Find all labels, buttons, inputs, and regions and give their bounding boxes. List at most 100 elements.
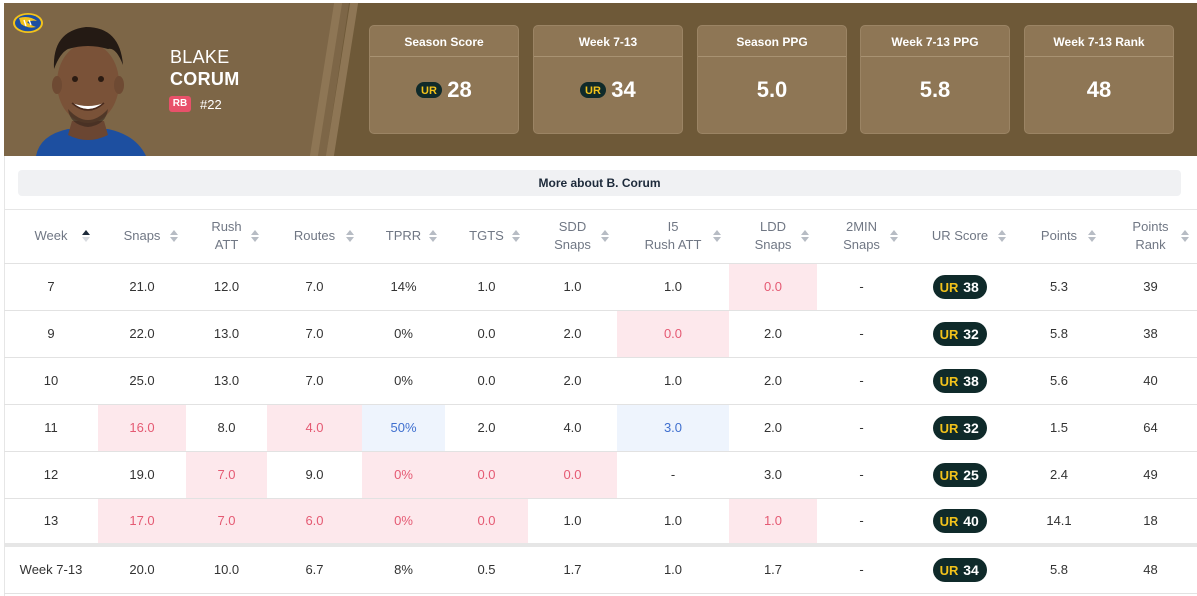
more-about-player-button[interactable]: More about B. Corum xyxy=(18,170,1181,196)
sort-icon[interactable] xyxy=(801,230,809,243)
column-header-points-rank[interactable]: Points Rank xyxy=(1104,210,1197,264)
column-header-routes[interactable]: Routes xyxy=(267,210,362,264)
table-row[interactable]: 10 25.0 13.0 7.0 0% 0.0 2.0 1.0 2.0- UR 38 5.6 40 xyxy=(4,357,1197,405)
column-header-line2: Rush ATT xyxy=(644,237,702,253)
position-badge: RB xyxy=(169,96,191,112)
stat-card-divider xyxy=(370,56,518,57)
table-cell: 10.0 xyxy=(186,543,267,594)
ur-score-badge: UR 38 xyxy=(933,274,987,299)
ur-score-cell: UR 32 xyxy=(906,404,1014,452)
column-header-ur-score[interactable]: UR Score xyxy=(906,210,1014,264)
table-cell: 1.7 xyxy=(528,543,617,594)
ur-score-value: 34 xyxy=(963,561,979,578)
stat-card-value: 48 xyxy=(1086,77,1112,102)
table-cell: 4.0 xyxy=(528,404,617,452)
column-header-sdd-snaps[interactable]: SDD Snaps xyxy=(528,210,617,264)
column-header-i5-rush-att[interactable]: I5 Rush ATT xyxy=(617,210,729,264)
table-cell: - xyxy=(817,451,906,499)
table-cell: 0% xyxy=(362,357,445,405)
column-header-points[interactable]: Points xyxy=(1014,210,1104,264)
column-header-line1: UR Score xyxy=(931,228,989,244)
column-header-label: Points Rank xyxy=(1132,218,1168,254)
table-cell: 14.1 xyxy=(1014,498,1104,546)
table-cell: 2.0 xyxy=(445,404,528,452)
ur-score-value: 38 xyxy=(963,278,979,295)
column-header-snaps[interactable]: Snaps xyxy=(98,210,186,264)
column-header-tgts[interactable]: TGTS xyxy=(445,210,528,264)
column-header-label: TGTS xyxy=(469,227,504,245)
table-cell: 49 xyxy=(1104,451,1197,499)
svg-text:UR: UR xyxy=(940,280,959,294)
column-header-line1: TPRR xyxy=(385,228,422,244)
stat-card-label: Week 7-13 Rank xyxy=(1053,35,1145,49)
svg-text:UR: UR xyxy=(940,514,959,528)
table-row[interactable]: 9 22.0 13.0 7.0 0% 0.0 2.0 0.0 2.0- UR 32 5.8 38 xyxy=(4,310,1197,358)
ur-score-value: 32 xyxy=(963,325,979,342)
sort-icon[interactable] xyxy=(346,230,354,243)
column-header-ldd-snaps[interactable]: LDD Snaps xyxy=(729,210,817,264)
column-header-label: TPRR xyxy=(386,227,421,245)
table-cell: 1.5 xyxy=(1014,404,1104,452)
column-header-line1: Rush xyxy=(211,219,242,235)
column-header-line2: Snaps xyxy=(554,237,591,253)
sort-icon[interactable] xyxy=(170,230,178,243)
ur-score-cell: UR 25 xyxy=(906,451,1014,499)
column-header-label: UR Score xyxy=(932,227,988,245)
table-cell: 14% xyxy=(362,263,445,311)
sort-icon[interactable] xyxy=(512,230,520,243)
ur-score-cell: UR 40 xyxy=(906,498,1014,546)
table-cell: 6.0 xyxy=(267,498,362,546)
sort-icon[interactable] xyxy=(713,230,721,243)
column-header-rush-att[interactable]: Rush ATT xyxy=(186,210,267,264)
sort-icon[interactable] xyxy=(890,230,898,243)
table-cell: 1.0 xyxy=(617,543,729,594)
table-cell: 5.3 xyxy=(1014,263,1104,311)
table-cell: 1.0 xyxy=(729,498,817,546)
stat-card-season-ppg: Season PPG 5.0 xyxy=(697,25,847,134)
stat-card-label: Season Score xyxy=(404,35,484,49)
table-cell: 8.0 xyxy=(186,404,267,452)
sort-icon[interactable] xyxy=(998,230,1006,243)
svg-text:UR: UR xyxy=(940,563,959,577)
table-row[interactable]: 12 19.0 7.0 9.0 0% 0.0 0.0-3.0- UR 25 2.4 49 xyxy=(4,451,1197,499)
column-header-line1: SDD xyxy=(558,219,587,235)
table-cell: 7 xyxy=(4,263,98,311)
table-cell: 5.6 xyxy=(1014,357,1104,405)
stat-card-week-range: Week 7-13 UR 34 xyxy=(533,25,683,134)
table-cell: 0.0 xyxy=(528,451,617,499)
column-header-line2: Snaps xyxy=(843,237,880,253)
column-header-2min-snaps[interactable]: 2MIN Snaps xyxy=(817,210,906,264)
table-cell: Week 7-13 xyxy=(4,543,98,594)
sort-icon[interactable] xyxy=(601,230,609,243)
table-cell: 5.8 xyxy=(1014,543,1104,594)
ur-score-value: 32 xyxy=(963,419,979,436)
svg-text:UR: UR xyxy=(940,468,959,482)
table-cell: 7.0 xyxy=(267,263,362,311)
table-cell: 1.0 xyxy=(617,263,729,311)
sort-icon[interactable] xyxy=(251,230,259,243)
table-cell: 20.0 xyxy=(98,543,186,594)
ur-score-badge: UR 32 xyxy=(933,321,987,346)
sort-icon[interactable] xyxy=(1181,230,1189,243)
table-cell: 13.0 xyxy=(186,310,267,358)
table-cell: 1.0 xyxy=(617,357,729,405)
column-header-line2: ATT xyxy=(214,237,239,253)
column-header-line1: LDD xyxy=(759,219,786,235)
column-header-week[interactable]: Week xyxy=(4,210,98,264)
table-cell: 13.0 xyxy=(186,357,267,405)
column-header-tprr[interactable]: TPRR xyxy=(362,210,445,264)
table-cell: 12 xyxy=(4,451,98,499)
table-cell: 0.0 xyxy=(445,451,528,499)
player-last-name: CORUM xyxy=(170,69,240,89)
sort-icon[interactable] xyxy=(429,230,437,243)
table-row[interactable]: 13 17.0 7.0 6.0 0% 0.0 1.0 1.0 1.0- UR 40 14.1 18 xyxy=(4,498,1197,546)
column-header-line2: Rank xyxy=(1135,237,1166,253)
sort-icon[interactable] xyxy=(82,230,90,243)
ur-score-badge: UR 34 xyxy=(933,557,987,582)
table-cell: 0.0 xyxy=(445,357,528,405)
table-cell: 2.4 xyxy=(1014,451,1104,499)
table-row[interactable]: 11 16.0 8.0 4.0 50% 2.0 4.0 3.0 2.0- UR 32 1.5 64 xyxy=(4,404,1197,452)
table-row[interactable]: 7 21.0 12.0 7.0 14% 1.0 1.0 1.0 0.0- UR 38 5.3 39 xyxy=(4,263,1197,311)
sort-icon[interactable] xyxy=(1088,230,1096,243)
ur-score-cell: UR 32 xyxy=(906,310,1014,358)
